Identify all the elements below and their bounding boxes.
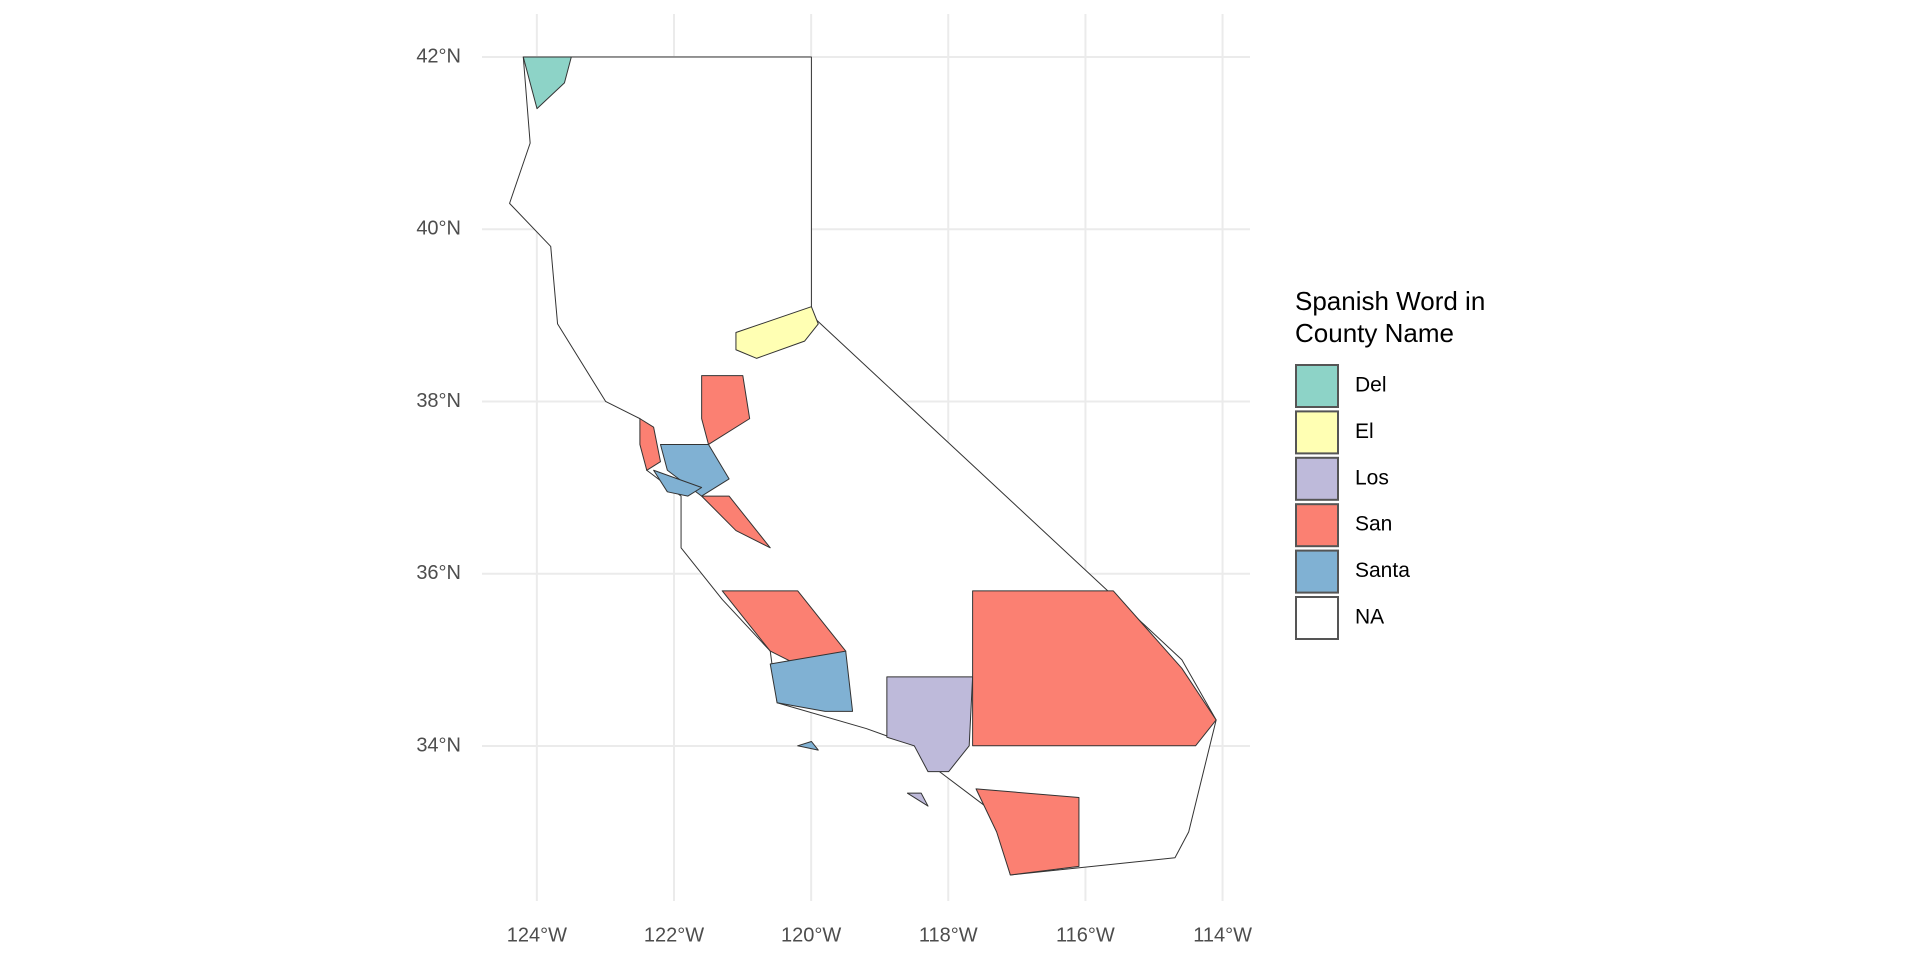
county bbox=[523, 57, 571, 109]
county bbox=[907, 793, 928, 806]
x-tick-label: 124°W bbox=[507, 924, 567, 946]
y-tick-label: 42°N bbox=[416, 45, 461, 67]
map bbox=[510, 57, 1217, 875]
y-tick-label: 40°N bbox=[416, 218, 461, 240]
x-tick-label: 120°W bbox=[781, 924, 841, 946]
county bbox=[798, 741, 819, 750]
x-tick-label: 118°W bbox=[919, 924, 978, 946]
legend-key bbox=[1295, 364, 1339, 408]
y-tick-label: 38°N bbox=[416, 390, 461, 412]
legend-key bbox=[1295, 410, 1339, 455]
legend-key bbox=[1295, 596, 1339, 640]
legend-label: Los bbox=[1355, 466, 1389, 489]
legend-title: Spanish Word in bbox=[1295, 286, 1485, 316]
x-tick-label: 122°W bbox=[644, 924, 704, 946]
county bbox=[976, 789, 1079, 875]
legend-label: Del bbox=[1355, 374, 1387, 397]
county bbox=[640, 419, 661, 471]
county bbox=[702, 376, 750, 445]
legend-label: NA bbox=[1355, 606, 1384, 629]
legend-label: San bbox=[1355, 513, 1392, 536]
x-tick-label: 114°W bbox=[1193, 924, 1252, 946]
county bbox=[973, 591, 1217, 746]
legend-label: Santa bbox=[1355, 559, 1410, 582]
state-outline bbox=[510, 57, 1217, 875]
x-tick-label: 116°W bbox=[1056, 924, 1115, 946]
legend-key bbox=[1295, 456, 1339, 501]
legend-key bbox=[1295, 549, 1339, 594]
county bbox=[702, 496, 771, 548]
legend-title: County Name bbox=[1295, 318, 1454, 348]
y-tick-label: 36°N bbox=[416, 562, 461, 584]
legend-label: El bbox=[1355, 420, 1374, 443]
county bbox=[770, 651, 852, 711]
y-tick-label: 34°N bbox=[416, 734, 461, 756]
legend-key bbox=[1295, 503, 1339, 548]
county bbox=[660, 444, 729, 496]
county bbox=[736, 307, 818, 359]
county bbox=[654, 470, 702, 496]
county bbox=[887, 677, 973, 772]
